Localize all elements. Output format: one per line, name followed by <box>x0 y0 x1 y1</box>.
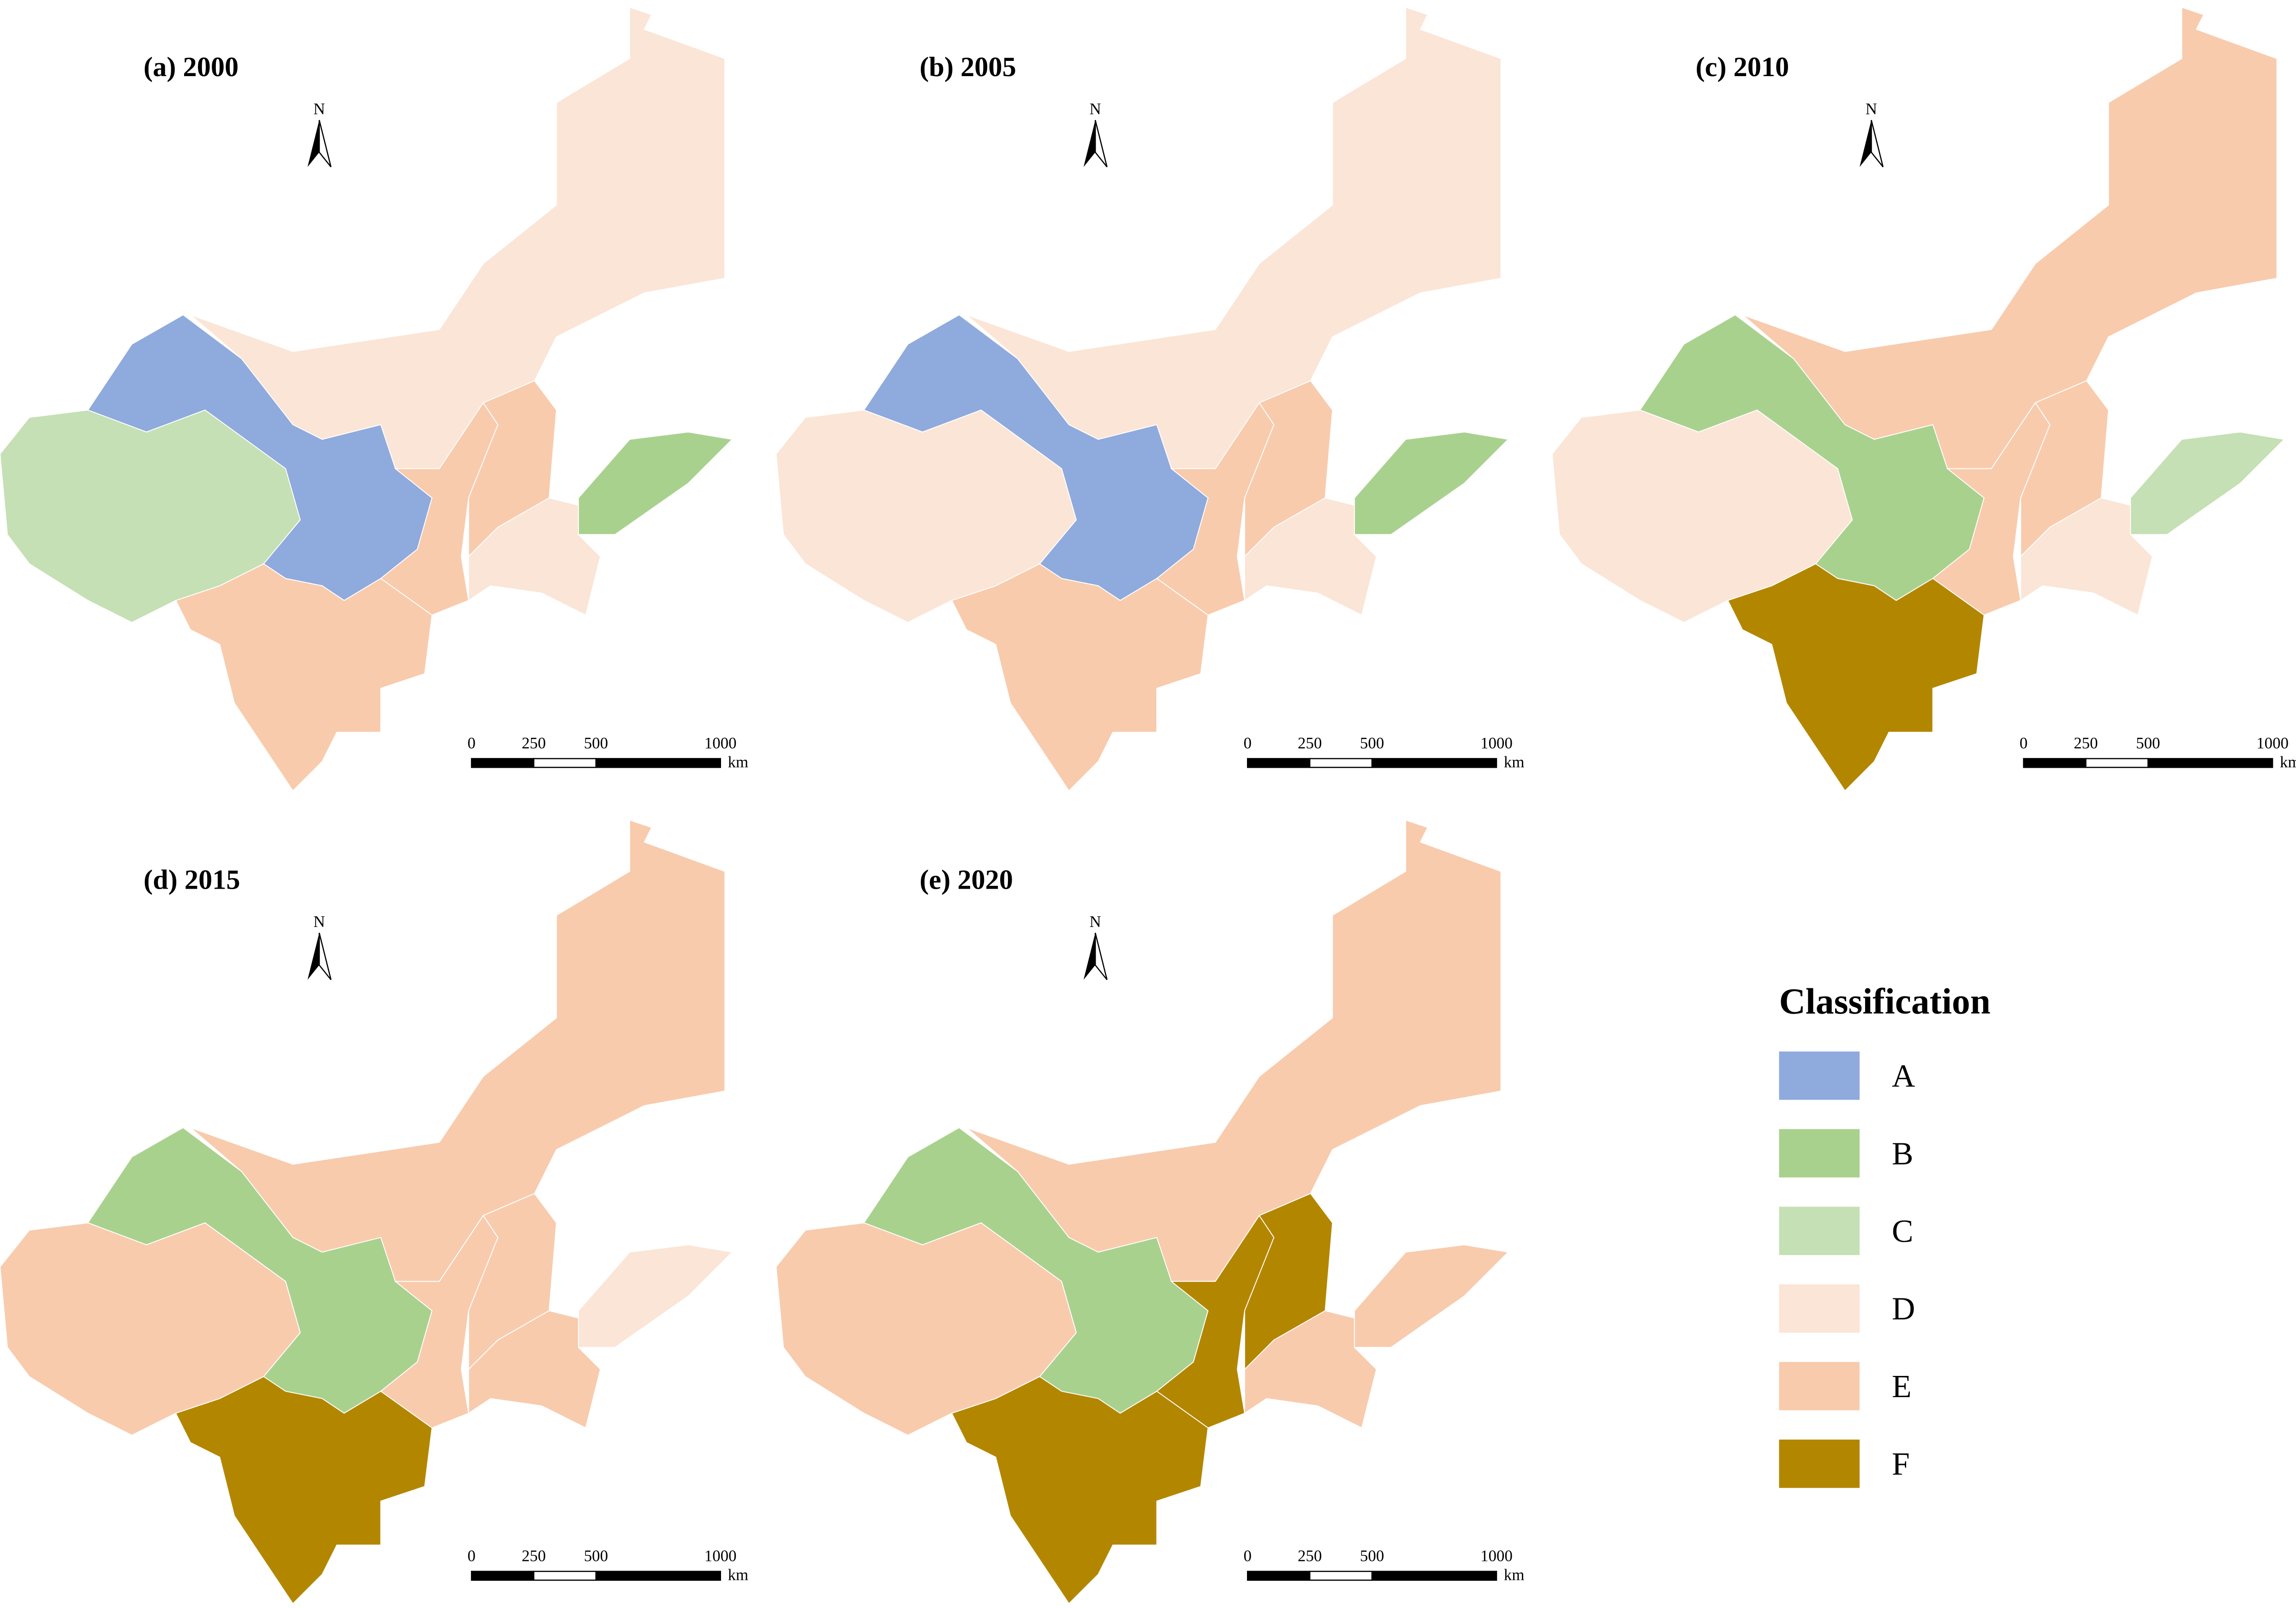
legend-swatch <box>1779 1284 1860 1333</box>
scale-label: 500 <box>1360 734 1384 752</box>
legend-label: B <box>1892 1136 1914 1172</box>
scale-label: 250 <box>1298 734 1322 752</box>
legend-swatch <box>1779 1439 1860 1488</box>
panel-title: (d) 2015 <box>143 865 240 896</box>
scale-segment <box>471 1571 535 1581</box>
north-arrow <box>1083 120 1096 167</box>
region <box>1354 431 1509 535</box>
scale-label: 500 <box>2136 734 2160 752</box>
scale-label: 250 <box>2074 734 2098 752</box>
north-label: N <box>313 100 325 118</box>
scale-segment <box>1247 758 1311 768</box>
scale-label: 0 <box>2020 734 2028 752</box>
region <box>468 1310 601 1429</box>
region <box>2130 431 2285 535</box>
scale-label: 0 <box>467 1547 475 1565</box>
north-arrow <box>318 933 332 980</box>
region <box>380 402 499 616</box>
region <box>1156 1214 1275 1429</box>
legend-label: F <box>1892 1447 1910 1482</box>
panel-title: (b) 2005 <box>919 52 1016 83</box>
scale-segment <box>1247 1571 1311 1581</box>
region <box>468 497 601 616</box>
legend-swatch <box>1779 1362 1860 1411</box>
panel-title: (e) 2020 <box>919 865 1013 896</box>
north-arrow <box>1860 120 1872 167</box>
scale-segment <box>2023 758 2087 768</box>
scale-label: 250 <box>522 1547 546 1565</box>
scale-label: 250 <box>522 734 546 752</box>
region <box>951 563 1209 792</box>
scale-segment <box>595 758 721 768</box>
region <box>1354 1244 1509 1348</box>
north-label: N <box>313 913 325 931</box>
region <box>380 1214 499 1429</box>
scale-label: 1000 <box>1480 734 1513 752</box>
region <box>1156 402 1275 616</box>
north-arrow <box>1094 933 1108 980</box>
region <box>2020 497 2153 616</box>
scale-label: 250 <box>1298 1547 1322 1565</box>
region <box>1727 563 1985 792</box>
scale-segment <box>595 1571 721 1581</box>
scale-label: 1000 <box>2256 734 2289 752</box>
north-label: N <box>1090 913 1101 931</box>
scale-label: 500 <box>584 734 608 752</box>
region <box>175 563 433 792</box>
north-arrow <box>307 933 320 980</box>
legend-swatch <box>1779 1051 1860 1100</box>
scale-label: 0 <box>1244 734 1252 752</box>
region <box>1932 402 2051 616</box>
scale-label: 1000 <box>1480 1547 1513 1565</box>
scale-segment <box>2085 758 2149 768</box>
scale-segment <box>533 758 597 768</box>
panel-title: (c) 2010 <box>1696 52 1789 83</box>
scale-unit: km <box>1504 753 1525 771</box>
scale-label: 1000 <box>704 1547 737 1565</box>
north-label: N <box>1090 100 1101 118</box>
north-arrow <box>1871 120 1884 167</box>
scale-unit: km <box>728 1566 749 1584</box>
legend-swatch <box>1779 1207 1860 1255</box>
region <box>175 1376 433 1604</box>
legend-label: D <box>1892 1291 1915 1327</box>
scale-label: 1000 <box>704 734 737 752</box>
north-arrow <box>318 120 332 167</box>
region <box>1244 1310 1377 1429</box>
scale-segment <box>2147 758 2273 768</box>
legend-swatch <box>1779 1129 1860 1178</box>
north-arrow <box>307 120 320 167</box>
panel-title: (a) 2000 <box>143 52 239 83</box>
scale-segment <box>1371 1571 1497 1581</box>
scale-label: 500 <box>1360 1547 1384 1565</box>
scale-segment <box>1371 758 1497 768</box>
scale-unit: km <box>2280 753 2296 771</box>
scale-segment <box>1309 1571 1373 1581</box>
north-label: N <box>1866 100 1877 118</box>
scale-label: 0 <box>467 734 475 752</box>
legend-label: E <box>1892 1369 1912 1405</box>
scale-unit: km <box>728 753 749 771</box>
north-arrow <box>1083 933 1096 980</box>
region <box>1244 497 1377 616</box>
legend-title: Classification <box>1779 981 1990 1022</box>
scale-segment <box>1309 758 1373 768</box>
legend-label: C <box>1892 1214 1914 1249</box>
region <box>578 1244 734 1348</box>
scale-segment <box>471 758 535 768</box>
scale-label: 0 <box>1244 1547 1252 1565</box>
legend-label: A <box>1892 1058 1915 1094</box>
scale-segment <box>533 1571 597 1581</box>
north-arrow <box>1094 120 1108 167</box>
region <box>951 1376 1209 1604</box>
region <box>578 431 734 535</box>
scale-unit: km <box>1504 1566 1525 1584</box>
scale-label: 500 <box>584 1547 608 1565</box>
